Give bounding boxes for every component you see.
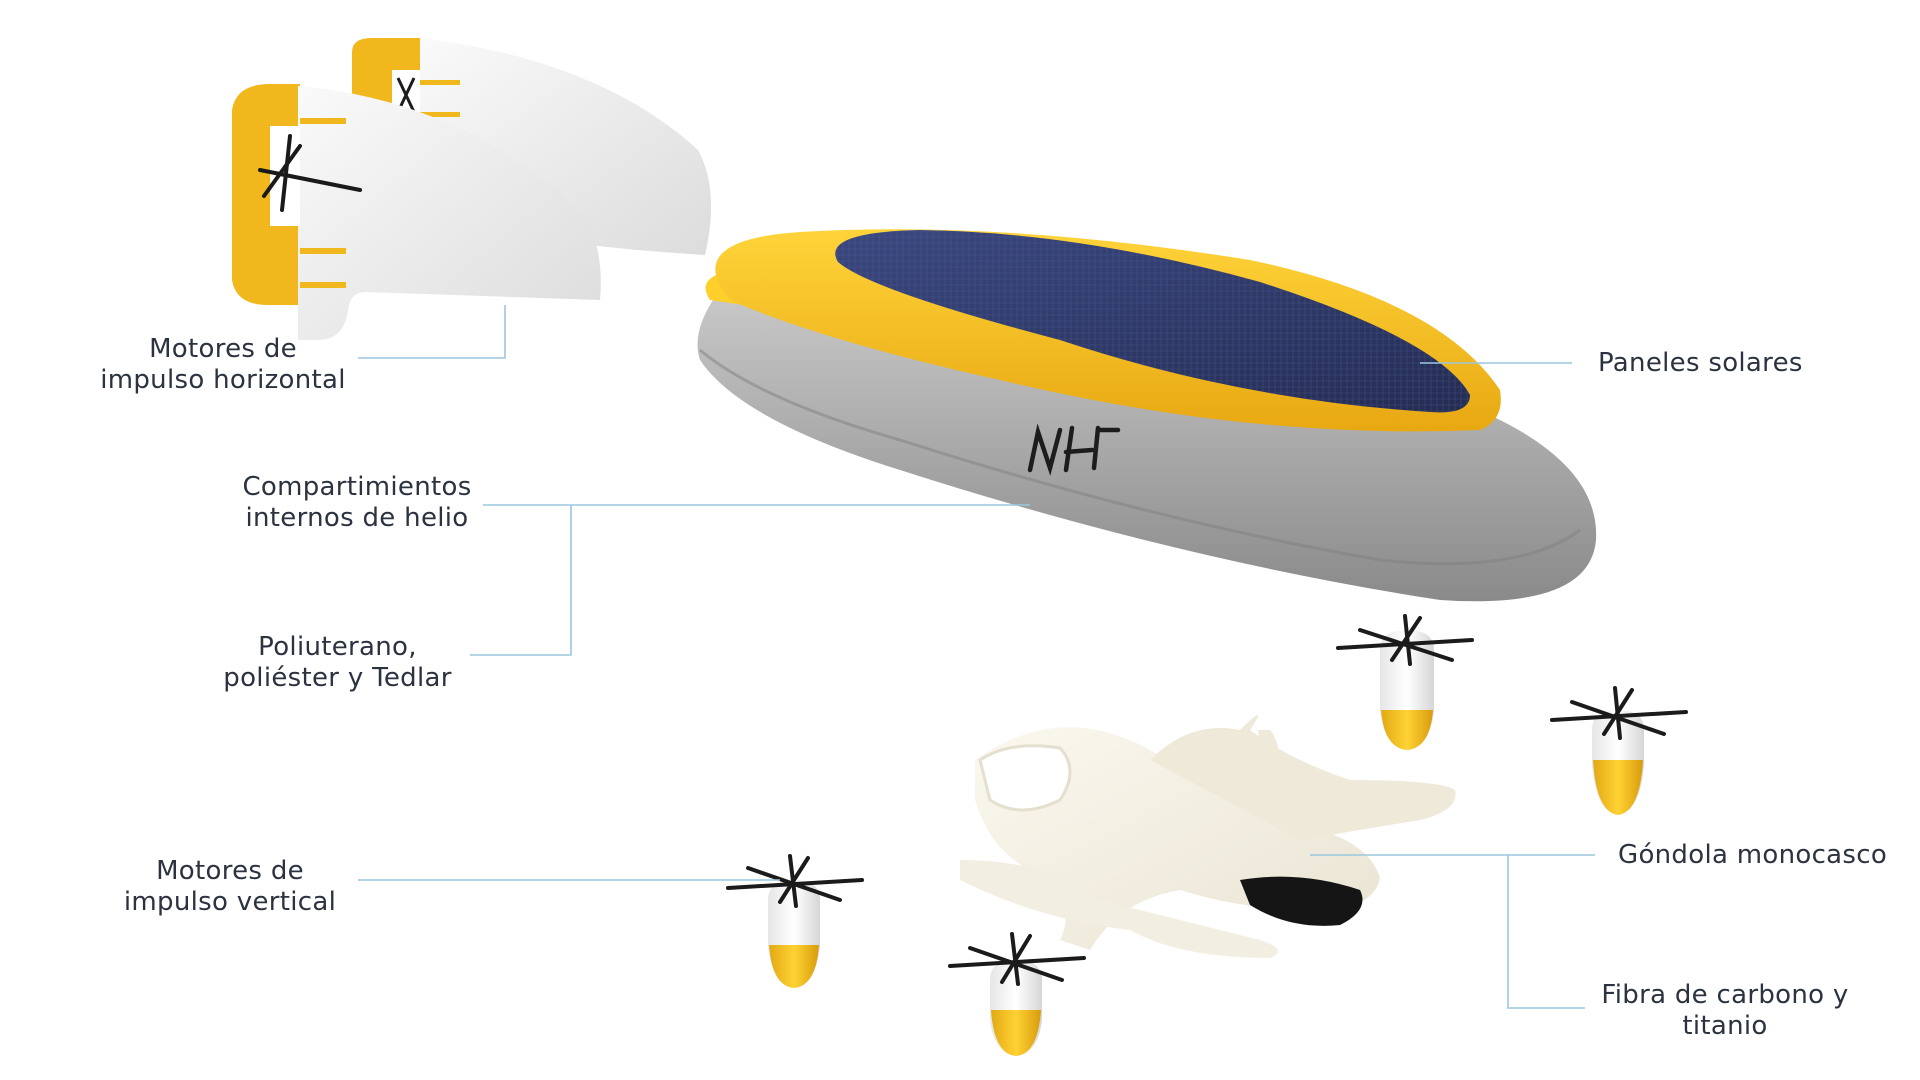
label-line: impulso horizontal — [100, 365, 346, 395]
nh-logo — [1027, 423, 1121, 476]
label-horizontal-motors: Motores de impulso horizontal — [88, 334, 358, 396]
vertical-motor-3 — [726, 854, 864, 988]
label-solar-panels: Paneles solares — [1598, 348, 1803, 379]
label-line: Motores de — [149, 334, 297, 364]
propeller-icon — [258, 134, 362, 212]
label-gondola: Góndola monocasco — [1618, 840, 1887, 871]
front-wing — [232, 84, 601, 340]
label-line: poliéster y Tedlar — [223, 663, 452, 693]
gondola — [960, 715, 1456, 958]
label-line: Góndola monocasco — [1618, 840, 1888, 870]
label-line: Paneles solares — [1598, 348, 1803, 378]
leader-line-carbon — [1507, 855, 1585, 1009]
label-helium: Compartimientos internos de helio — [232, 472, 482, 534]
propeller-icon — [1336, 614, 1474, 666]
airship-hull — [697, 229, 1597, 602]
label-line: impulso vertical — [123, 887, 337, 917]
label-line: Compartimientos — [242, 472, 472, 502]
vertical-motor-1 — [1336, 614, 1474, 750]
vertical-motor-4 — [948, 932, 1086, 1056]
vertical-motor-2 — [1550, 686, 1688, 815]
leader-lines — [358, 305, 1595, 1009]
leader-line-horizontal-motors — [358, 305, 506, 359]
leader-line-materials — [470, 505, 572, 656]
label-line: Poliuterano, — [258, 632, 417, 662]
propeller-icon — [948, 932, 1086, 986]
label-line: titanio — [1682, 1011, 1768, 1041]
label-line: internos de helio — [245, 503, 469, 533]
label-line: Fibra de carbono y — [1601, 980, 1849, 1010]
label-vertical-motors: Motores de impulso vertical — [110, 856, 350, 918]
propeller-icon — [1550, 686, 1688, 740]
label-materials: Poliuterano, poliéster y Tedlar — [210, 632, 465, 694]
propeller-icon — [726, 854, 864, 908]
label-line: Motores de — [156, 856, 304, 886]
label-carbon: Fibra de carbono y titanio — [1590, 980, 1860, 1042]
